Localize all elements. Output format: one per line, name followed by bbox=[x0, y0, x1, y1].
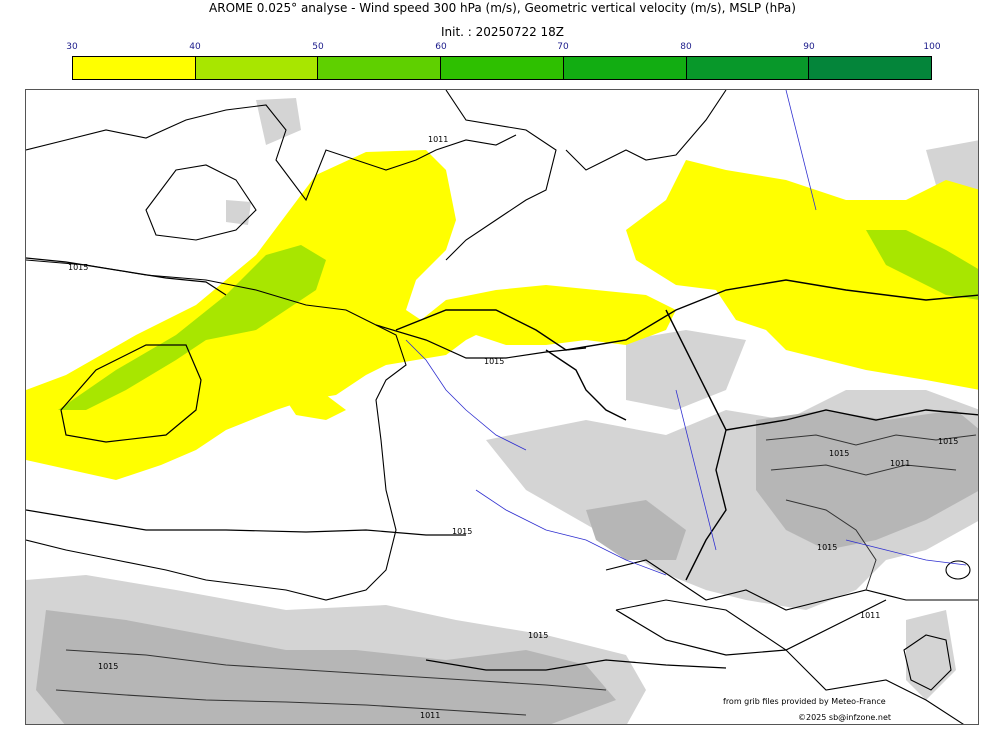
isobar-label: 1011 bbox=[860, 611, 880, 620]
colorbar-segment-60-70 bbox=[441, 57, 564, 79]
isobar-label: 1015 bbox=[452, 527, 472, 536]
coastlines bbox=[26, 90, 978, 724]
copyright-credit: ©2025 sb@infzone.net bbox=[798, 713, 892, 722]
wind-40-50 bbox=[58, 230, 978, 410]
isobars bbox=[26, 257, 887, 671]
wind-30-40 bbox=[26, 150, 978, 480]
colorbar-tick: 70 bbox=[557, 42, 569, 52]
colorbar-tick: 100 bbox=[923, 42, 941, 52]
colorbar-tick: 90 bbox=[803, 42, 815, 52]
colorbar bbox=[72, 56, 932, 80]
country-borders bbox=[395, 279, 978, 581]
rivers bbox=[405, 90, 967, 576]
colorbar-tick: 40 bbox=[189, 42, 201, 52]
orography-contours bbox=[55, 434, 977, 716]
isobar-label: 1015 bbox=[68, 263, 88, 272]
colorbar-segment-80-90 bbox=[686, 57, 810, 79]
isobar-label: 1015 bbox=[484, 357, 504, 366]
map-title: AROME 0.025° analyse - Wind speed 300 hP… bbox=[209, 1, 796, 15]
colorbar-tick: 30 bbox=[66, 42, 78, 52]
colorbar-tick: 80 bbox=[680, 42, 692, 52]
isobar-label: 1015 bbox=[528, 631, 548, 640]
isobar-label: 1011 bbox=[890, 459, 910, 468]
colorbar-segment-30-40 bbox=[73, 57, 196, 79]
isobar-label: 1015 bbox=[829, 449, 849, 458]
colorbar-segment-70-80 bbox=[563, 57, 687, 79]
isobar-label: 1011 bbox=[428, 135, 448, 144]
isobar-label: 1015 bbox=[938, 437, 958, 446]
colorbar-tick: 50 bbox=[312, 42, 324, 52]
colorbar-tick: 60 bbox=[435, 42, 447, 52]
colorbar-segment-50-60 bbox=[318, 57, 442, 79]
colorbar-segment-40-50 bbox=[195, 57, 319, 79]
vertical-velocity-shading-strong bbox=[36, 410, 978, 724]
map-canvas: 1011 1015 1015 1015 1015 1015 1011 1015 … bbox=[26, 90, 978, 724]
weather-map[interactable]: 1011 1015 1015 1015 1015 1015 1011 1015 … bbox=[25, 89, 979, 725]
isobar-label: 1015 bbox=[98, 662, 118, 671]
init-time: Init. : 20250722 18Z bbox=[440, 25, 565, 39]
isobar-label: 1015 bbox=[817, 543, 837, 552]
isobar-label: 1011 bbox=[420, 711, 440, 720]
source-credit: from grib files provided by Meteo-France bbox=[723, 697, 886, 706]
colorbar-segment-90-100 bbox=[809, 57, 932, 79]
